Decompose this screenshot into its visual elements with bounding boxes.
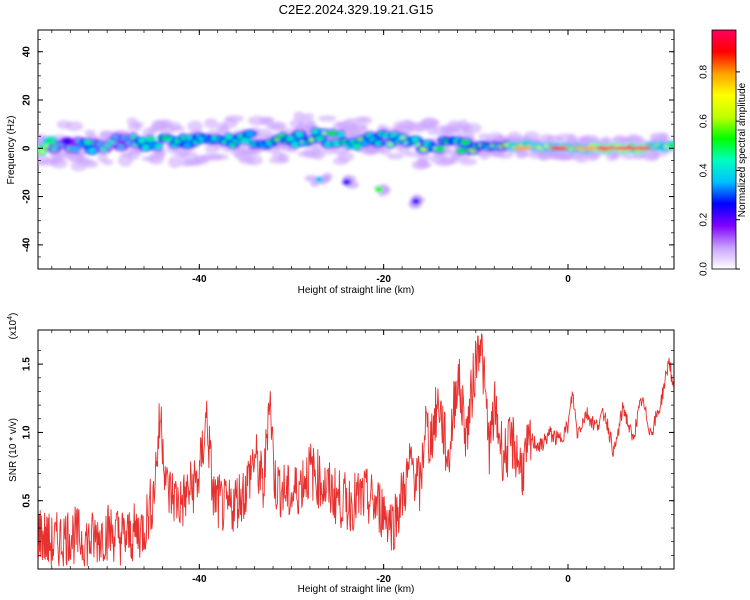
colorbar-tick-label: 0.2	[699, 212, 710, 226]
colorbar-gradient	[711, 29, 737, 270]
x-tick-label: -20	[376, 274, 391, 285]
snr-frame	[37, 329, 675, 570]
snr-line-layer	[38, 332, 674, 567]
colorbar-label: Normalized spectral amplitude	[737, 82, 748, 217]
snr-series-line	[38, 332, 674, 567]
snr-panel: -40 -20 0 0.5 1.0 1.5 Height of straight line…	[7, 313, 675, 595]
snr-ylabel: SNR (10 * v/v)	[8, 418, 19, 482]
y-tick-label: 1.0	[22, 425, 33, 439]
spectrogram-ylabel: Frequency (Hz)	[6, 116, 17, 185]
spectrogram-panel: -40 -20 0 -40 -20 0 20 40 Height of straight li…	[6, 29, 675, 296]
x-tick-label: 0	[565, 274, 571, 285]
colorbar-tick-label: 0.8	[699, 64, 710, 78]
snr-xlabel: Height of straight line (km)	[298, 584, 415, 595]
y-tick-label: 20	[22, 94, 33, 106]
colorbar-tick-label: 0.6	[699, 114, 710, 128]
snr-multiplier-exp: 4	[7, 316, 14, 320]
y-tick-label: -20	[22, 189, 33, 204]
spectrogram-axes: -40 -20 0 -40 -20 0 20 40	[22, 30, 674, 285]
snr-multiplier-close: )	[8, 313, 19, 316]
y-tick-label: 40	[22, 46, 33, 58]
y-tick-label: 1.5	[22, 357, 33, 371]
snr-multiplier-base: (x10	[8, 319, 19, 339]
y-tick-label: 0.5	[22, 493, 33, 507]
colorbar-ticks: 0.0 0.2 0.4 0.6 0.8	[699, 64, 740, 276]
y-tick-label: 0	[22, 145, 33, 151]
x-tick-label: -40	[192, 574, 207, 585]
colorbar-tick-label: 0.0	[699, 262, 710, 276]
y-tick-label: -40	[22, 237, 33, 252]
snr-axes: -40 -20 0 0.5 1.0 1.5	[22, 330, 674, 585]
spectrogram-xlabel: Height of straight line (km)	[298, 285, 415, 296]
colorbar: 0.0 0.2 0.4 0.6 0.8 Normalized spectral ampl…	[699, 29, 748, 276]
chart-title: C2E2.2024.329.19.21.G15	[278, 2, 434, 17]
colorbar-tick-label: 0.4	[699, 163, 710, 177]
x-tick-label: 0	[565, 574, 571, 585]
x-tick-label: -20	[376, 574, 391, 585]
snr-multiplier: (x104)	[7, 313, 19, 340]
x-tick-label: -40	[192, 274, 207, 285]
spectrogram-heat-layer	[38, 111, 674, 209]
